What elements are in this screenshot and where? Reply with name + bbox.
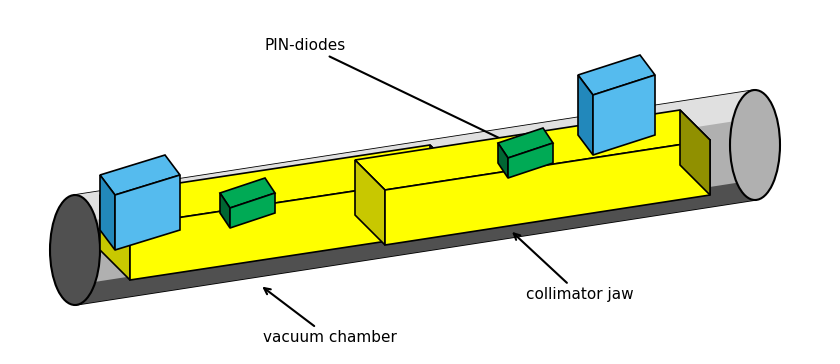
Polygon shape [75,180,755,305]
Polygon shape [115,175,180,250]
Polygon shape [508,143,553,178]
Polygon shape [230,193,275,228]
Polygon shape [100,155,180,195]
Polygon shape [680,110,710,195]
Polygon shape [100,175,115,250]
Polygon shape [593,75,655,155]
Polygon shape [130,175,460,280]
Text: vacuum chamber: vacuum chamber [263,288,397,345]
Text: PIN-diodes: PIN-diodes [265,37,516,146]
Polygon shape [498,143,508,178]
Polygon shape [220,178,275,208]
Text: collimator jaw: collimator jaw [514,233,634,302]
Polygon shape [578,75,593,155]
Polygon shape [75,90,755,305]
Ellipse shape [730,90,780,200]
Polygon shape [75,90,755,223]
Polygon shape [430,145,460,230]
Polygon shape [355,160,385,245]
Polygon shape [100,195,130,280]
Polygon shape [220,193,230,228]
Ellipse shape [50,195,100,305]
Polygon shape [355,110,710,190]
Polygon shape [498,128,553,158]
Polygon shape [578,55,655,95]
Polygon shape [100,145,460,225]
Polygon shape [385,140,710,245]
